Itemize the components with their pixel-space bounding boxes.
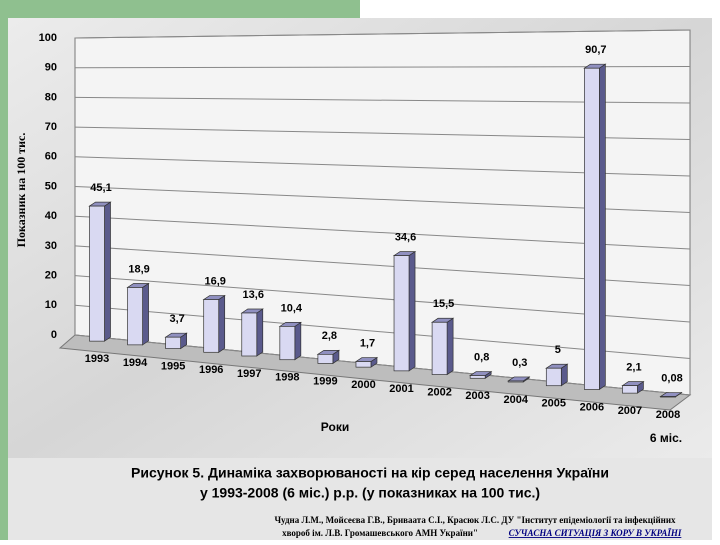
x-tick-label: 2007 [618,405,642,417]
value-label: 34,6 [395,232,416,244]
x-note: 6 міс. [650,431,682,445]
value-label: 0,8 [474,351,489,363]
x-tick-label: 1993 [85,353,109,365]
x-tick-label: 1995 [161,360,185,372]
bar [507,380,524,383]
bar [241,312,258,357]
bar-side [142,282,149,346]
value-label: 5 [555,344,561,356]
caption-subtitle: у 1993-2008 (6 міс.) р.р. (у показниках … [200,485,540,501]
x-tick-label: 1994 [123,357,148,369]
value-label: 2,8 [322,330,337,342]
caption-panel [8,458,712,540]
bar-side [408,250,416,372]
y-tick-label: 60 [45,151,57,163]
bar [393,255,410,372]
y-tick-label: 70 [45,121,57,133]
bar-side [294,321,302,361]
bar-side [256,308,264,357]
value-label: 2,1 [626,362,641,374]
x-tick-label: 2003 [465,390,489,402]
bar [165,336,181,349]
bar [203,299,220,353]
y-tick-label: 80 [45,91,57,103]
bar [127,287,143,346]
bar [355,361,372,368]
x-tick-label: 2001 [389,383,413,395]
value-label: 45,1 [90,182,111,194]
y-tick-label: 40 [45,210,57,222]
x-tick-label: 2002 [427,386,451,398]
x-axis-title: Роки [321,420,349,434]
x-tick-label: 1998 [275,372,299,384]
grid-line [74,29,691,39]
bar [660,396,676,398]
y-tick-label: 50 [45,180,57,192]
value-label: 13,6 [243,289,264,301]
bar-side [599,63,606,391]
value-label: 3,7 [169,313,184,325]
x-tick-label: 1997 [237,368,261,380]
bar [622,385,638,394]
value-label: 18,9 [128,263,149,275]
bar [431,321,448,375]
caption-title: Рисунок 5. Динаміка захворюваності на кі… [131,465,609,481]
source-line1: Чудна Л.М., Мойсеєва Г.В., Бриваата С.І.… [274,515,676,525]
y-tick-label: 90 [45,62,57,74]
x-tick-label: 2006 [580,401,604,413]
bar [584,67,600,390]
y-tick-label: 100 [39,32,57,44]
bar-side [104,201,111,342]
value-label: 10,4 [281,302,303,314]
bar [89,205,105,342]
y-tick-label: 30 [45,240,57,252]
x-tick-label: 2004 [503,394,528,406]
y-tick-label: 20 [45,270,57,282]
y-tick-label: 0 [51,329,57,341]
source-link[interactable]: СУЧАСНА СИТУАЦІЯ З КОРУ В УКРАЇНІ [509,528,682,538]
bar-side [446,317,454,376]
x-tick-label: 2005 [542,398,566,410]
x-tick-label: 2008 [656,409,680,421]
x-tick-label: 1999 [313,375,337,387]
y-axis-title: Показник на 100 тис. [14,133,28,248]
value-label: 90,7 [585,44,606,56]
source-line2: хвороб ім. Л.В. Громашевського АМН Украї… [282,528,478,538]
y-tick-label: 10 [45,299,57,311]
bar [469,375,486,379]
bar-side [218,294,226,353]
value-label: 1,7 [360,337,375,349]
bar [279,326,296,361]
x-tick-label: 2000 [351,379,375,391]
value-label: 16,9 [204,275,225,287]
value-label: 15,5 [433,298,454,310]
bar [545,367,562,387]
value-label: 0,3 [512,357,527,369]
value-label: 0,08 [661,372,682,384]
bar [317,353,334,364]
x-tick-label: 1996 [199,364,223,376]
